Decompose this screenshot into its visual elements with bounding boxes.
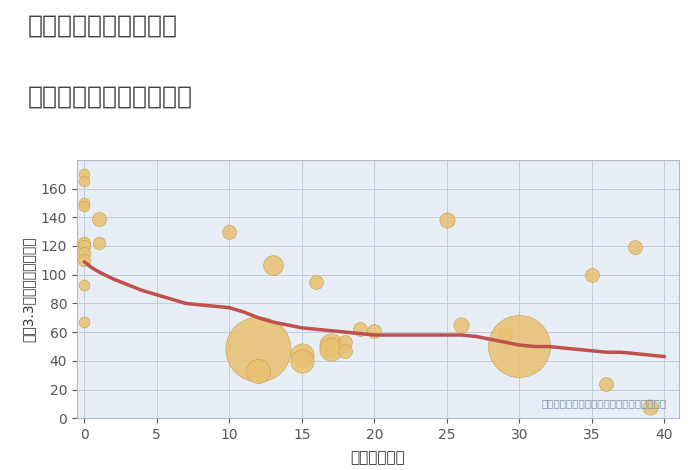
Point <box>354 326 365 333</box>
Point <box>78 178 90 185</box>
Point <box>78 202 90 210</box>
Point <box>587 271 598 278</box>
Point <box>630 243 641 251</box>
Point <box>326 345 337 353</box>
Point <box>441 216 452 224</box>
Point <box>253 367 264 375</box>
Point <box>499 330 510 337</box>
Point <box>296 357 307 365</box>
Point <box>78 171 90 178</box>
Text: 円の大きさは、取引のあった物件面積を示す: 円の大きさは、取引のあった物件面積を示す <box>542 398 667 408</box>
Text: 奈良県奈良市阪原町の: 奈良県奈良市阪原町の <box>28 14 178 38</box>
Point <box>601 380 612 388</box>
Point <box>93 239 104 247</box>
Point <box>78 318 90 326</box>
Text: 築年数別中古戸建て価格: 築年数別中古戸建て価格 <box>28 85 193 109</box>
Y-axis label: 坪（3.3㎡）単価（万円）: 坪（3.3㎡）単価（万円） <box>21 236 35 342</box>
Point <box>93 215 104 222</box>
Point <box>78 250 90 257</box>
Point <box>369 327 380 335</box>
Point <box>311 278 322 286</box>
Point <box>340 347 351 354</box>
Point <box>224 228 235 235</box>
Point <box>78 199 90 207</box>
Point <box>296 352 307 359</box>
Point <box>78 239 90 247</box>
Point <box>78 257 90 264</box>
Point <box>340 338 351 346</box>
Point <box>253 345 264 353</box>
Point <box>78 281 90 289</box>
Point <box>326 341 337 349</box>
Point <box>514 343 525 350</box>
Point <box>267 261 279 268</box>
Point <box>456 321 467 329</box>
X-axis label: 築年数（年）: 築年数（年） <box>351 450 405 465</box>
Point <box>645 403 656 411</box>
Point <box>78 242 90 250</box>
